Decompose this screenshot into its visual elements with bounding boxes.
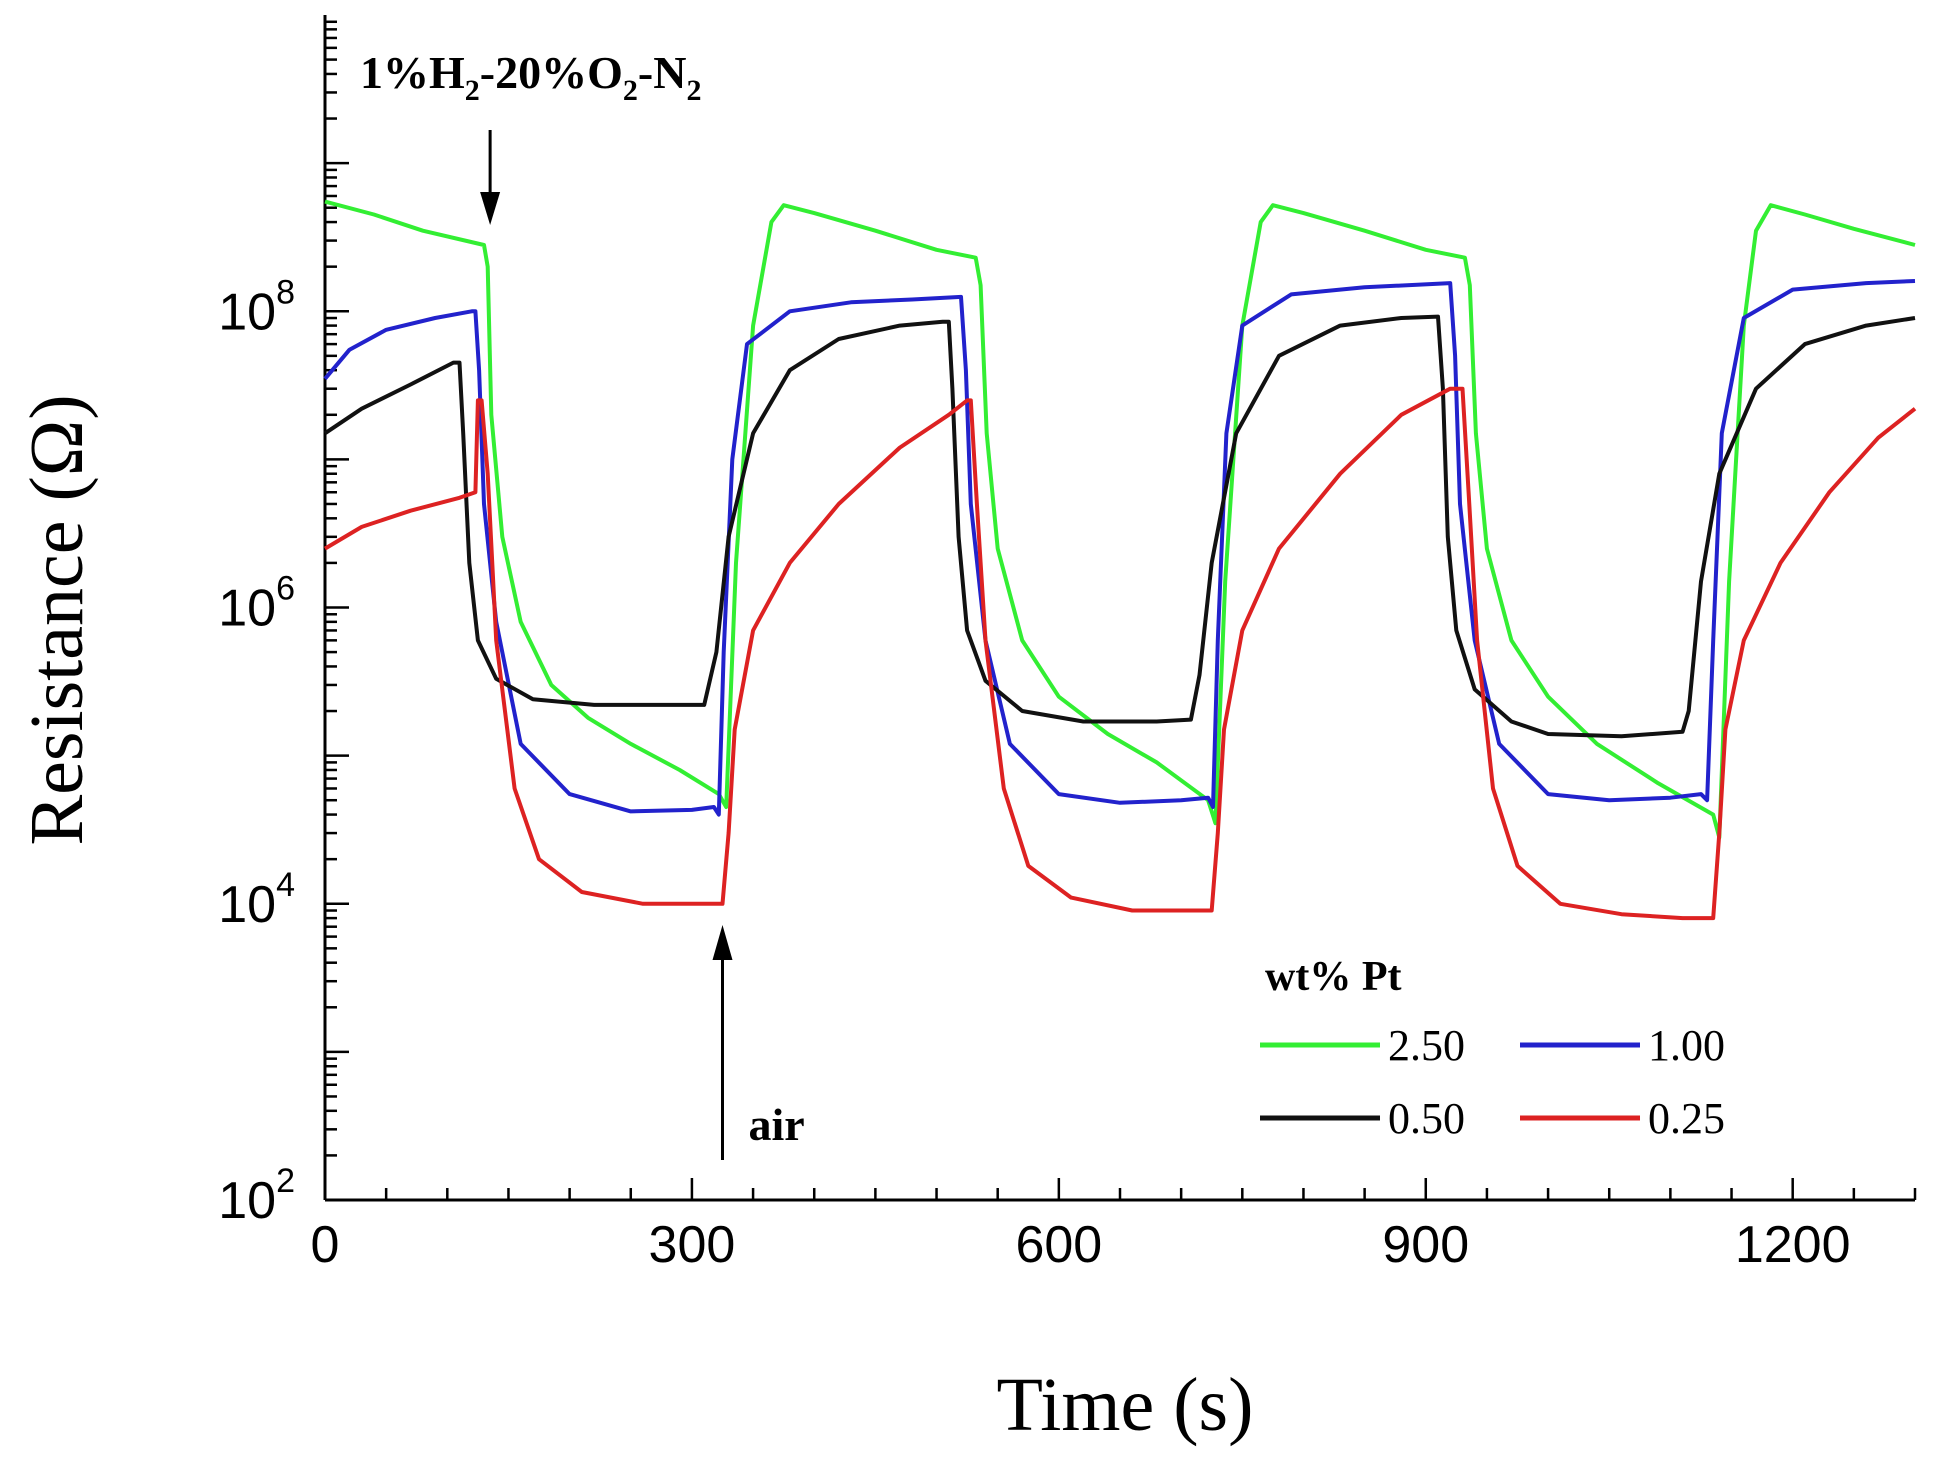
- legend-label-1.00: 1.00: [1648, 1021, 1725, 1070]
- legend-label-2.50: 2.50: [1388, 1021, 1465, 1070]
- x-tick-label: 900: [1382, 1216, 1469, 1274]
- annotation-gas-text: 1%H2-20%O2-N2: [360, 47, 701, 107]
- y-tick-label: 108: [218, 273, 295, 341]
- axes: 0 300 600 900 1200 102 104 106 108: [218, 15, 1917, 1274]
- legend: wt% Pt 2.50 1.00 0.50 0.25: [1260, 954, 1725, 1143]
- series-layer: [323, 199, 1917, 921]
- x-tick-label: 0: [311, 1216, 340, 1274]
- series-line-0.50: [323, 314, 1916, 739]
- legend-label-0.25: 0.25: [1648, 1094, 1725, 1143]
- legend-title: wt% Pt: [1265, 954, 1401, 1000]
- annotations: 1%H2-20%O2-N2 air: [360, 47, 805, 1160]
- annotation-gas-arrowhead: [480, 192, 501, 225]
- series-line-2.50: [324, 199, 1916, 840]
- x-tick-label: 300: [649, 1216, 736, 1274]
- y-tick-label: 106: [218, 570, 295, 638]
- annotation-air-arrowhead: [712, 925, 733, 960]
- x-tick-label: 600: [1015, 1216, 1102, 1274]
- y-tick-label: 102: [218, 1162, 295, 1230]
- y-axis-title: Resistance (Ω): [15, 394, 99, 845]
- y-tick-label: 104: [218, 866, 295, 934]
- x-axis-title: Time (s): [997, 1363, 1254, 1447]
- legend-label-0.50: 0.50: [1388, 1094, 1465, 1143]
- series-line-0.25: [323, 386, 1917, 921]
- series-line-1.00: [323, 279, 1916, 817]
- x-tick-label: 1200: [1735, 1216, 1851, 1274]
- annotation-air-text: air: [749, 1099, 805, 1150]
